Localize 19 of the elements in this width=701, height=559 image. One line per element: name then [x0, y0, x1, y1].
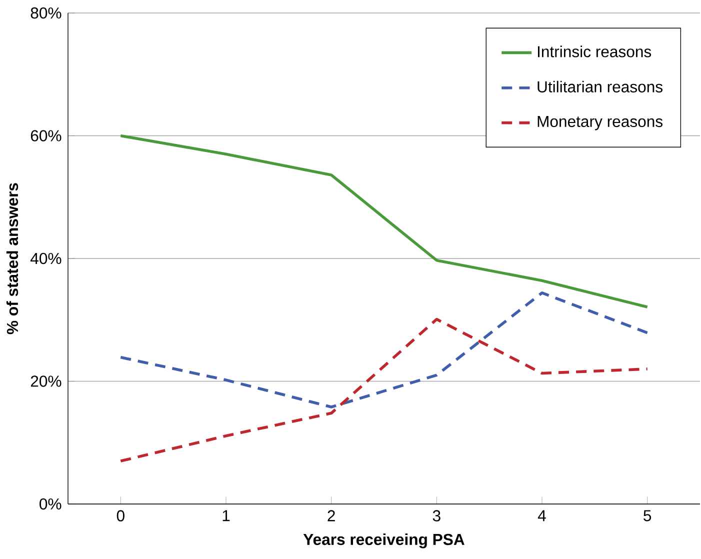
- x-tick-label: 5: [644, 510, 652, 522]
- y-tick-label: 20%: [30, 376, 62, 387]
- x-tick-label: 4: [538, 510, 546, 522]
- line-series: [119, 291, 649, 408]
- x-tick-label: 1: [222, 510, 230, 522]
- legend-label: Monetary reasons: [538, 116, 662, 130]
- y-tick-label: 60%: [30, 130, 62, 142]
- legend-label: Intrinsic reasons: [538, 46, 652, 58]
- y-axis-title: % of stated answers: [6, 183, 18, 334]
- y-tick-label: 40%: [30, 252, 62, 264]
- line-series: [119, 318, 649, 462]
- y-tick-label: 0%: [40, 498, 62, 510]
- x-tick-label: 3: [432, 510, 440, 522]
- x-axis-title: Years receiveing PSA: [303, 533, 464, 548]
- line-series: [119, 134, 649, 308]
- y-tick-label: 80%: [30, 7, 62, 19]
- x-tick-label: 0: [116, 510, 124, 522]
- legend-label: Utilitarian reasons: [538, 80, 662, 92]
- x-tick-label: 2: [328, 510, 335, 522]
